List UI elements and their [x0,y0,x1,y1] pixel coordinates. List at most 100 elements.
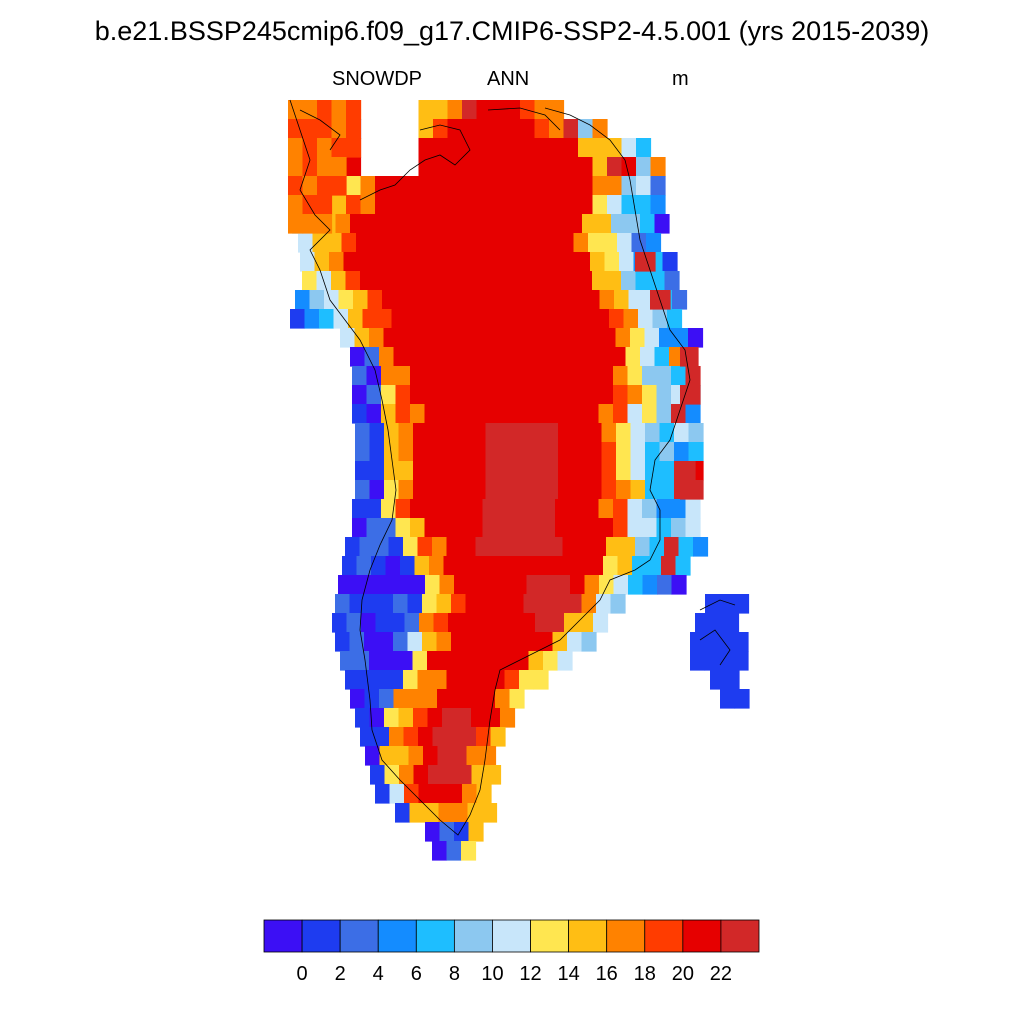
map-cell [388,670,404,690]
map-cell [516,556,532,576]
map-cell [332,613,348,633]
map-cell [341,233,357,253]
map-cell [433,100,449,120]
map-cell [541,290,557,310]
map-cell [635,271,651,291]
map-cell [316,271,332,291]
period-label: ANN [487,68,530,90]
map-cell [288,176,304,196]
map-cell [447,138,463,158]
map-cell [520,176,536,196]
map-cell [440,290,456,310]
map-cell [482,803,498,823]
map-cell [437,214,453,234]
map-cell [553,214,569,234]
map-cell [514,442,530,462]
map-cell [468,366,484,386]
map-cell [375,195,391,215]
map-cell [592,271,608,291]
map-cell [476,138,492,158]
map-cell [302,176,318,196]
map-cell [587,461,603,481]
map-cell [465,594,481,614]
map-cell [412,328,428,348]
map-cell [384,442,400,462]
map-cell [495,689,511,709]
map-cell [644,328,660,348]
map-cell [548,537,564,557]
map-cell [413,708,429,728]
map-cell [474,252,490,272]
map-cell [552,594,568,614]
map-cell [611,214,627,234]
map-cell [366,499,382,519]
map-cell [462,157,478,177]
map-cell [430,252,446,272]
map-cell [555,518,571,538]
map-cell [384,765,400,785]
map-cell [630,423,646,443]
map-cell [526,518,542,538]
map-cell [497,575,513,595]
map-cell [498,290,514,310]
map-cell [464,309,480,329]
map-cell [395,499,411,519]
map-cell [491,100,507,120]
map-cell [523,594,539,614]
map-cell [454,822,470,842]
map-cell [613,499,629,519]
map-cell [360,271,376,291]
map-cell [453,499,469,519]
map-cell [650,195,666,215]
map-cell [302,138,318,158]
map-cell [509,632,525,652]
map-cell [324,290,340,310]
colorbar-boxes [263,919,760,953]
map-cell [439,366,455,386]
map-cell [485,328,501,348]
map-cell [534,271,550,291]
map-cell [672,290,688,310]
map-cell [536,309,552,329]
map-cell [437,347,453,367]
map-cell [659,461,675,481]
map-cell [379,347,395,367]
map-cell [436,632,452,652]
colorbar-box [301,919,341,953]
map-cell [534,100,550,120]
map-cell [398,708,414,728]
map-cell [456,651,472,671]
map-cell [654,347,670,367]
map-cell [535,613,551,633]
map-cell [425,575,441,595]
map-cell [410,385,426,405]
map-cell [382,290,398,310]
map-cell [449,309,465,329]
map-cell [613,575,629,595]
map-cell [598,499,614,519]
map-cell [424,366,440,386]
map-cell [642,404,658,424]
map-cell [439,404,455,424]
map-cell [604,252,620,272]
map-cell [372,252,388,272]
map-cell [345,271,361,291]
map-cell [468,822,484,842]
map-cell [350,689,366,709]
map-cell [543,461,559,481]
map-cell [451,214,467,234]
map-cell [505,157,521,177]
map-cell [393,214,409,234]
map-cell [461,670,477,690]
map-cell [476,195,492,215]
map-cell [558,423,574,443]
map-cell [451,347,467,367]
map-cell [406,309,422,329]
map-cell [317,157,333,177]
map-cell [418,195,434,215]
map-cell [345,537,361,557]
map-cell [346,100,362,120]
map-cell [661,556,677,576]
map-cell [592,157,608,177]
map-cell [621,271,637,291]
